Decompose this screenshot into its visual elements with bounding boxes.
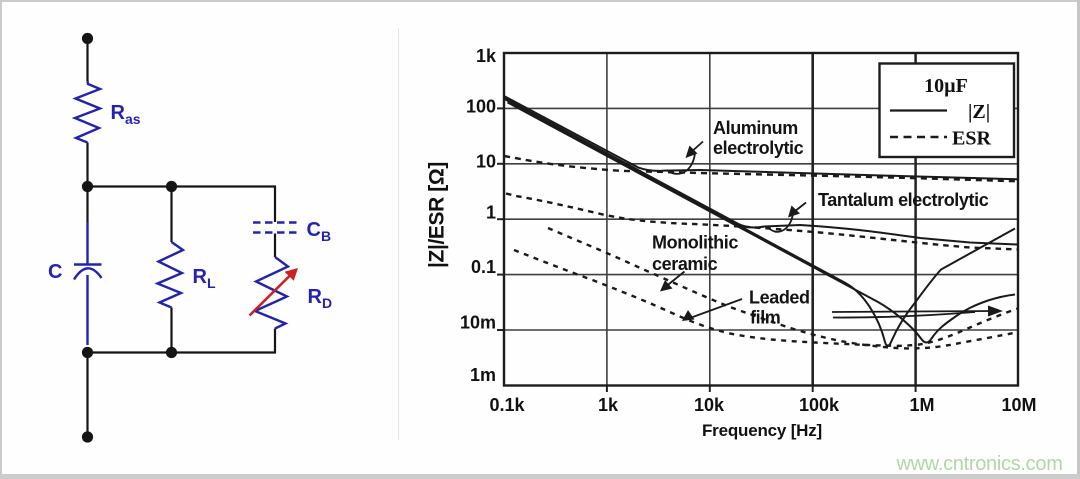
- svg-text:www.cntronics.com: www.cntronics.com: [896, 453, 1063, 475]
- svg-text:Aluminum: Aluminum: [713, 118, 798, 138]
- svg-text:10: 10: [476, 152, 496, 172]
- svg-text:film: film: [750, 308, 780, 328]
- svg-text:ceramic: ceramic: [652, 254, 718, 274]
- svg-text:10M: 10M: [1001, 395, 1036, 415]
- svg-text:Monolithic: Monolithic: [652, 233, 738, 253]
- svg-text:10k: 10k: [694, 395, 725, 415]
- svg-text:0.1k: 0.1k: [489, 395, 525, 415]
- svg-text:100k: 100k: [799, 395, 840, 415]
- svg-text:1k: 1k: [598, 395, 619, 415]
- svg-text:Frequency [Hz]: Frequency [Hz]: [702, 421, 822, 440]
- svg-text:Tantalum electrolytic: Tantalum electrolytic: [818, 190, 989, 210]
- svg-text:1M: 1M: [909, 395, 934, 415]
- svg-text:ESR: ESR: [952, 128, 991, 150]
- svg-text:|Z|/ESR [Ω]: |Z|/ESR [Ω]: [426, 162, 449, 268]
- svg-text:C: C: [48, 261, 62, 283]
- svg-text:10m: 10m: [460, 313, 496, 333]
- svg-text:1k: 1k: [476, 46, 497, 66]
- svg-text:|Z|: |Z|: [968, 101, 990, 123]
- svg-text:0.1: 0.1: [471, 257, 496, 277]
- svg-text:10µF: 10µF: [924, 75, 968, 97]
- svg-text:100: 100: [466, 97, 496, 117]
- svg-text:1m: 1m: [470, 365, 496, 385]
- svg-text:1: 1: [486, 203, 496, 223]
- svg-text:Leaded: Leaded: [749, 288, 810, 308]
- svg-text:electrolytic: electrolytic: [713, 138, 804, 158]
